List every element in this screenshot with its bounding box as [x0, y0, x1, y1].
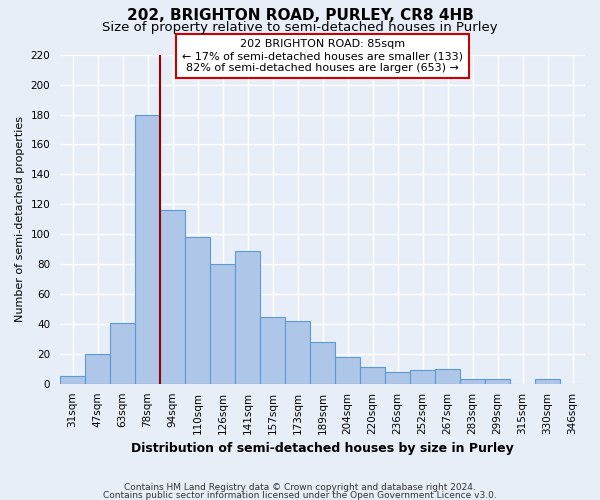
Bar: [60, 376, 85, 384]
Bar: [485, 380, 510, 384]
Bar: [435, 369, 460, 384]
Bar: [310, 342, 335, 384]
X-axis label: Distribution of semi-detached houses by size in Purley: Distribution of semi-detached houses by …: [131, 442, 514, 455]
Bar: [385, 372, 410, 384]
Text: 202, BRIGHTON ROAD, PURLEY, CR8 4HB: 202, BRIGHTON ROAD, PURLEY, CR8 4HB: [127, 8, 473, 22]
Bar: [335, 357, 360, 384]
Bar: [460, 380, 485, 384]
Bar: [135, 114, 160, 384]
Bar: [260, 316, 285, 384]
Bar: [285, 321, 310, 384]
Bar: [185, 238, 210, 384]
Bar: [210, 264, 235, 384]
Text: Contains HM Land Registry data © Crown copyright and database right 2024.: Contains HM Land Registry data © Crown c…: [124, 483, 476, 492]
Bar: [535, 380, 560, 384]
Y-axis label: Number of semi-detached properties: Number of semi-detached properties: [15, 116, 25, 322]
Bar: [160, 210, 185, 384]
Text: Contains public sector information licensed under the Open Government Licence v3: Contains public sector information licen…: [103, 492, 497, 500]
Bar: [85, 354, 110, 384]
Bar: [110, 322, 135, 384]
Bar: [235, 250, 260, 384]
Text: Size of property relative to semi-detached houses in Purley: Size of property relative to semi-detach…: [102, 21, 498, 34]
Text: 202 BRIGHTON ROAD: 85sqm
← 17% of semi-detached houses are smaller (133)
82% of : 202 BRIGHTON ROAD: 85sqm ← 17% of semi-d…: [182, 40, 463, 72]
Bar: [360, 368, 385, 384]
Bar: [410, 370, 435, 384]
